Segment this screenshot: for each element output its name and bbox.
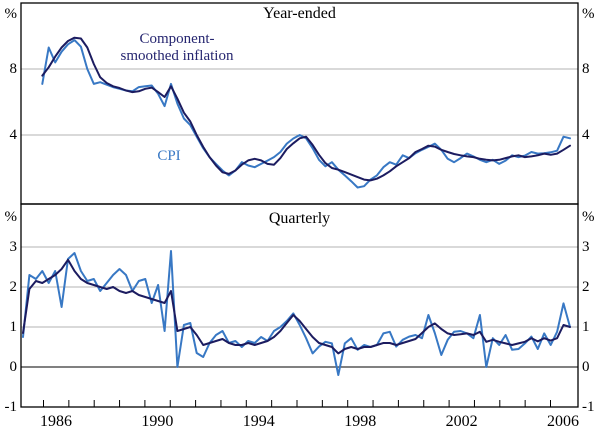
smoothed-inflation-label-line1: Component- [139,31,215,47]
xtick-1998: 1998 [344,413,377,430]
ytick-left-3: 3 [9,239,18,255]
ytick-right-2: 2 [582,279,590,295]
cpi-line-quarterly [22,250,571,376]
top-unit-right: % [582,6,595,22]
ytick-left-8: 8 [9,61,18,77]
ytick-right-3: 3 [582,239,590,255]
xtick-1986: 1986 [40,413,72,430]
cpi-label-text: CPI [157,148,181,164]
xtick-1994: 1994 [242,413,275,430]
bottom-panel-border [20,203,579,408]
xtick-1990: 1990 [141,413,174,430]
cpi-label: CPI [149,148,189,165]
smoothed-inflation-label: Component- smoothed inflation [97,31,257,65]
bottom-unit-right: % [582,209,595,225]
ytick-left--1: -1 [4,399,18,415]
ytick-right--1: -1 [582,399,595,415]
xtick-2002: 2002 [445,413,478,430]
top-unit-left: % [4,6,18,22]
ytick-left-2: 2 [9,279,18,295]
ytick-right-8: 8 [582,61,590,77]
smoothed-line-quarterly [22,258,571,355]
ytick-right-4: 4 [582,127,590,143]
ytick-left-4: 4 [9,127,18,143]
ytick-left-1: 1 [9,319,18,335]
ytick-right-1: 1 [582,319,590,335]
xtick-2006: 2006 [547,413,579,430]
bottom-panel-title: Quarterly [268,210,331,227]
smoothed-line-year-ended [41,36,571,182]
smoothed-inflation-label-line2: smoothed inflation [120,48,234,64]
top-panel-title: Year-ended [263,5,336,22]
ytick-left-0: 0 [9,359,18,375]
bottom-unit-left: % [4,209,18,225]
ytick-right-0: 0 [582,359,590,375]
